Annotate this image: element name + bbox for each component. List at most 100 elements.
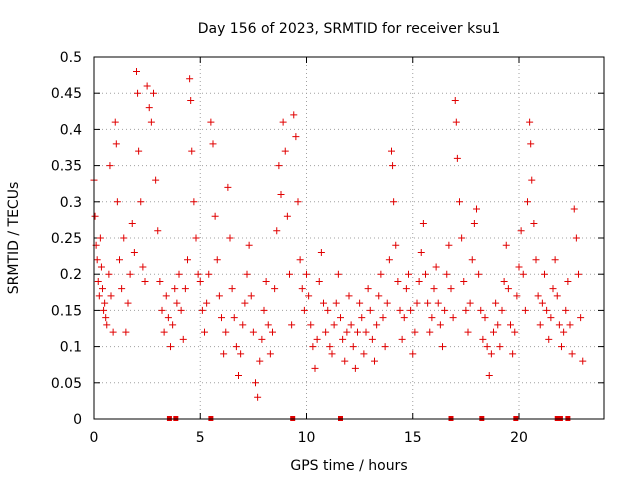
data-point (409, 350, 417, 358)
data-point (113, 198, 121, 206)
data-point (294, 198, 302, 206)
data-point (103, 321, 111, 329)
data-point (305, 292, 313, 300)
data-point (134, 89, 142, 97)
data-point (239, 321, 247, 329)
data-point (100, 306, 108, 314)
data-point (555, 321, 563, 329)
data-point (215, 292, 223, 300)
data-point (273, 227, 281, 235)
data-point (358, 314, 366, 322)
data-point (460, 277, 468, 285)
y-tick-label: 0.2 (60, 267, 82, 283)
data-point (179, 335, 187, 343)
data-point (97, 263, 105, 271)
data-point (443, 270, 451, 278)
data-point (383, 299, 391, 307)
x-tick-label: 10 (298, 430, 316, 446)
data-point (445, 241, 453, 249)
x-tick-label: 5 (196, 430, 205, 446)
data-point (575, 270, 582, 278)
data-point (194, 270, 202, 278)
data-point (237, 350, 245, 358)
data-point (232, 343, 240, 351)
plot-frame (93, 56, 605, 420)
data-point (175, 270, 183, 278)
data-point (572, 234, 580, 242)
data-point (388, 147, 395, 155)
data-point (509, 350, 517, 358)
data-point (527, 140, 535, 148)
data-point (109, 328, 117, 336)
y-tick-label: 0.35 (51, 159, 82, 175)
data-point (451, 96, 459, 104)
data-point (130, 248, 138, 256)
data-point (379, 314, 387, 322)
data-point (500, 277, 508, 285)
data-point (426, 328, 434, 336)
data-point (496, 343, 504, 351)
data-point (184, 256, 191, 264)
data-point (362, 328, 370, 336)
data-point (377, 270, 385, 278)
data-point (135, 147, 143, 155)
data-point (94, 277, 102, 285)
data-point (422, 270, 429, 278)
data-point (139, 263, 147, 271)
data-point (390, 198, 398, 206)
data-point (430, 285, 438, 293)
data-point (570, 205, 578, 213)
data-point (402, 285, 410, 293)
data-point (368, 335, 376, 343)
data-point (126, 270, 134, 278)
data-point (292, 133, 300, 141)
data-point (91, 212, 99, 220)
data-points (90, 67, 587, 401)
data-point (536, 321, 544, 329)
data-point (264, 321, 272, 329)
data-point (485, 372, 493, 380)
data-point (473, 205, 480, 213)
data-point (256, 357, 264, 365)
data-point (351, 364, 359, 372)
data-point (228, 285, 236, 293)
data-point (521, 306, 529, 314)
data-point (171, 285, 179, 293)
grid-lines (94, 57, 604, 419)
data-point (141, 277, 149, 285)
y-axis-label: SRMTID / TECUs (6, 182, 22, 295)
data-point (562, 306, 570, 314)
data-point (413, 299, 421, 307)
chart-title: Day 156 of 2023, SRMTID for receiver ksu… (198, 21, 501, 37)
data-point (245, 241, 253, 249)
data-point (396, 306, 404, 314)
data-point (116, 256, 123, 264)
data-point (269, 328, 276, 336)
y-tick-label: 0.5 (60, 50, 82, 66)
data-point (118, 285, 126, 293)
data-point (260, 306, 268, 314)
data-point (452, 118, 460, 126)
data-point (462, 306, 470, 314)
data-point (169, 321, 177, 329)
data-point (211, 212, 219, 220)
data-point (479, 335, 487, 343)
data-point (439, 343, 446, 351)
data-point (564, 277, 572, 285)
data-point (258, 335, 266, 343)
data-point (477, 306, 485, 314)
data-point (389, 162, 397, 170)
data-point (192, 234, 200, 242)
data-point (218, 314, 225, 322)
data-point (167, 343, 174, 351)
data-point (398, 335, 406, 343)
data-point (177, 306, 185, 314)
data-point (324, 306, 332, 314)
data-point (224, 183, 232, 191)
y-tick-label: 0 (73, 412, 82, 428)
data-point (303, 270, 310, 278)
data-point (541, 270, 548, 278)
data-point (181, 285, 189, 293)
data-point (385, 256, 393, 264)
data-point (156, 277, 164, 285)
